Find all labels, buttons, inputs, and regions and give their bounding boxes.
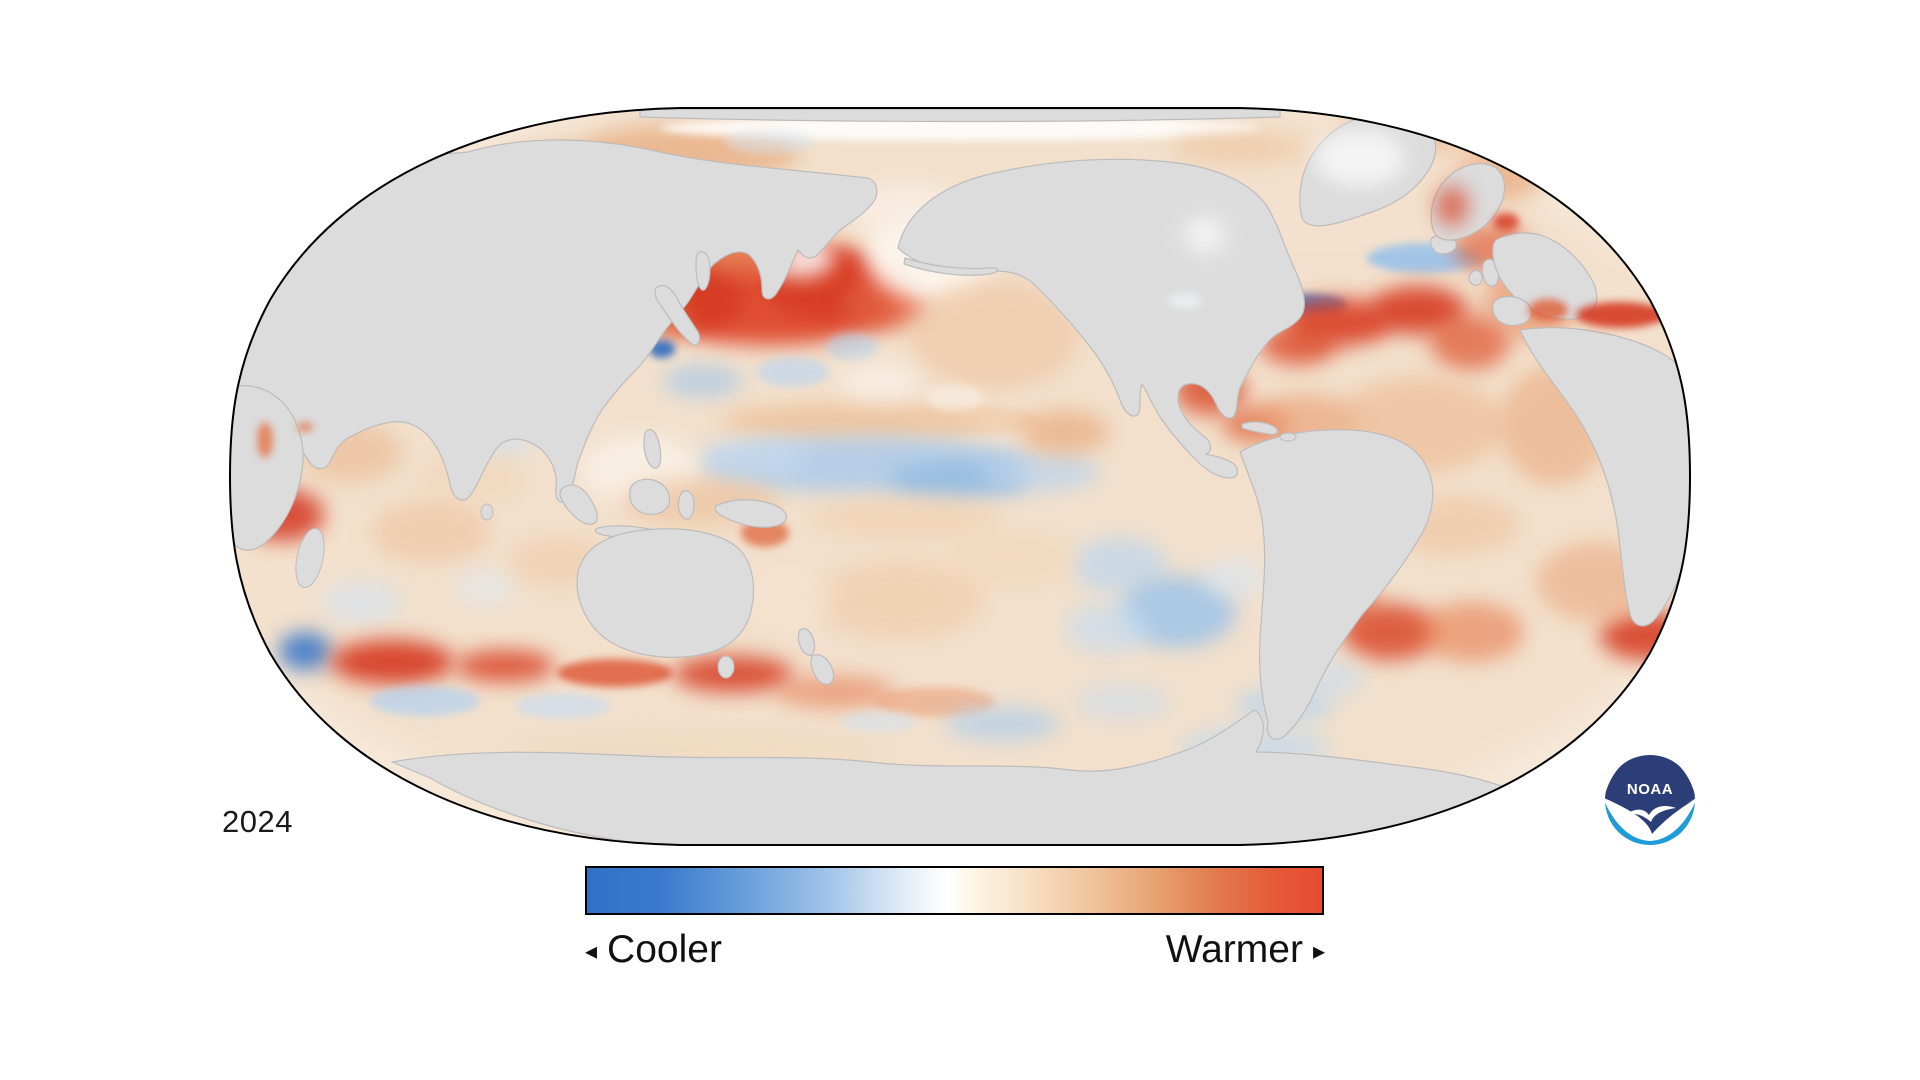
anomaly-blob (1072, 537, 1168, 593)
land-antarctica (391, 709, 1535, 845)
anomaly-blob (257, 422, 273, 458)
land-sri-lanka (480, 503, 494, 521)
noaa-logo-navy-fan (1605, 755, 1695, 834)
land-tasmania (717, 655, 735, 679)
anomaly-blob (322, 580, 402, 624)
anomaly-blob (1493, 213, 1519, 231)
land-south-america (1239, 429, 1434, 740)
anomaly-blob (910, 280, 1080, 390)
anomaly-blob (1342, 604, 1438, 660)
cooler-label: Cooler (607, 928, 722, 971)
anomaly-blob (1315, 130, 1405, 186)
anomaly-blob (700, 440, 810, 476)
colorbar-labels: ◂ Cooler Warmer ▸ (585, 925, 1325, 975)
anomaly-blob (673, 656, 793, 692)
land-aleutians (903, 257, 999, 276)
land-borneo (629, 478, 671, 515)
anomaly-blob (297, 422, 313, 432)
anomaly-blob (775, 676, 895, 708)
noaa-logo-text: NOAA (1627, 781, 1673, 798)
land-new-guinea (714, 499, 787, 528)
anomaly-blob (660, 115, 1260, 141)
land-cuba (1241, 421, 1279, 436)
anomaly-blob (1430, 314, 1510, 370)
anomaly-blob (945, 528, 1075, 588)
land-japan (654, 285, 701, 346)
anomaly-blob (945, 707, 1061, 741)
warmer-label: Warmer (1165, 928, 1303, 971)
anomaly-blob (557, 659, 673, 687)
anomaly-blob (1066, 602, 1150, 654)
anomaly-blob (1260, 325, 1336, 365)
anomaly-blob (1075, 684, 1171, 720)
anomaly-blob (840, 364, 920, 400)
anomaly-blob (1528, 299, 1568, 321)
anomaly-blob (826, 333, 878, 361)
noaa-logo-wave (1605, 798, 1695, 845)
anomaly-layer-over (257, 130, 1675, 458)
anomaly-blob (370, 502, 490, 562)
land-philippines (643, 429, 662, 469)
noaa-logo: NOAA (1605, 755, 1695, 845)
land-madagascar (295, 528, 325, 588)
anomaly-blob (900, 405, 1040, 435)
anomaly-blob (840, 711, 916, 733)
cooler-arrow-icon: ◂ (585, 938, 598, 965)
anomaly-blob (815, 560, 985, 640)
land-sulawesi (677, 490, 695, 520)
anomaly-blob (370, 686, 480, 716)
anomaly-blob (1420, 602, 1524, 662)
year-label: 2024 (222, 804, 293, 839)
colorbar (585, 866, 1324, 915)
land-new-zealand-north (797, 628, 816, 656)
anomaly-blob (1168, 294, 1202, 308)
anomaly-blob (455, 650, 555, 682)
land-sumatra (559, 484, 598, 525)
land-arctic-band (639, 108, 1281, 123)
anomaly-blob (980, 452, 1100, 492)
land-australia (576, 528, 755, 658)
anomaly-blob (725, 130, 815, 154)
land-hispaniola (1279, 432, 1297, 442)
anomaly-blob (810, 496, 1000, 540)
land-new-zealand-south (810, 654, 835, 685)
warmer-label-group: Warmer ▸ (1166, 928, 1325, 972)
anomaly-blob (515, 693, 611, 719)
anomaly-blob (1170, 132, 1310, 164)
noaa-logo-gull-icon (1626, 806, 1676, 822)
anomaly-blob (1183, 216, 1227, 254)
anomaly-blob (1203, 558, 1267, 598)
anomaly-blob (279, 632, 331, 670)
land-africa-west-edge (230, 385, 304, 551)
anomaly-blob (1370, 286, 1466, 334)
anomaly-blob (663, 365, 743, 397)
anomaly-blob (875, 687, 995, 717)
anomaly-blob (455, 571, 515, 605)
cooler-label-group: ◂ Cooler (585, 928, 722, 972)
anomaly-blob (1436, 186, 1468, 226)
land-africa-east (1519, 327, 1690, 627)
warmer-arrow-icon: ▸ (1312, 938, 1325, 965)
land-iberia (1492, 295, 1532, 327)
land-ireland (1468, 269, 1483, 286)
anomaly-blob (757, 357, 829, 387)
anomaly-blob (330, 640, 454, 684)
map-outline (228, 107, 1692, 846)
anomaly-blob (745, 566, 835, 630)
anomaly-blob (927, 385, 983, 411)
anomaly-blob (1020, 410, 1110, 454)
anomaly-blob (1576, 302, 1664, 328)
land-sakhalin (695, 251, 711, 291)
